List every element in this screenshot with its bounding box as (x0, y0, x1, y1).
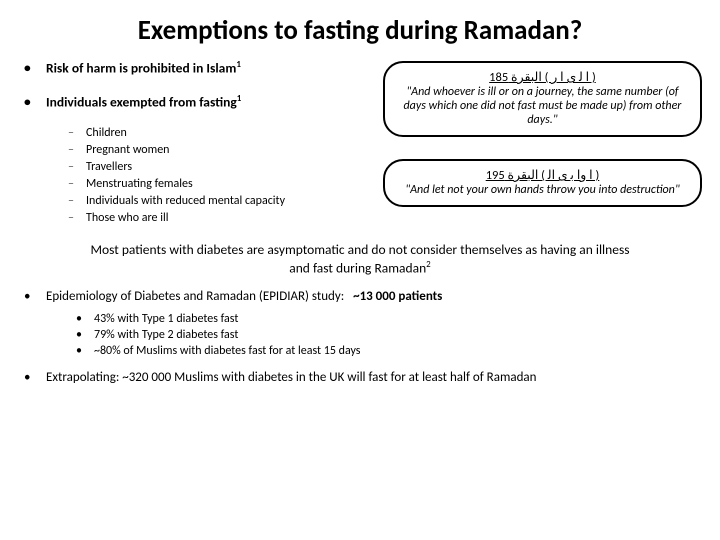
dash-icon: – (68, 143, 86, 157)
quote-box-1: ( ا ﻟ ى ا ر ) اﻟﺒﻘﺮة 185 "And whoever is… (383, 61, 702, 137)
bullet-exempt: • Individuals exempted from fasting1 (24, 93, 375, 111)
bullet-dot: • (24, 289, 46, 304)
arabic-citation-2: ( ا وا ﺑ ى اﻟ ) اﻟﺒﻘﺮة 195 (395, 167, 690, 183)
dash-icon: – (68, 160, 86, 174)
dash-icon: – (68, 177, 86, 191)
list-item: –Children (68, 126, 375, 140)
extrapolate-bullet: • Extrapolating: ~320 000 Muslims with d… (24, 370, 696, 385)
bullet-exempt-text: Individuals exempted from fasting1 (46, 93, 241, 111)
bullet-dot: • (76, 344, 94, 358)
dash-icon: – (68, 194, 86, 208)
dash-icon: – (68, 211, 86, 225)
statement-block: Most patients with diabetes are asymptom… (0, 228, 720, 289)
quote-box-2: ( ا وا ﺑ ى اﻟ ) اﻟﺒﻘﺮة 195 "And let not … (383, 159, 702, 207)
bullet-risk-text: Risk of harm is prohibited in Islam1 (46, 59, 241, 77)
bullet-dot: • (76, 328, 94, 342)
quote-text-2: "And let not your own hands throw you in… (395, 183, 690, 197)
list-item: –Travellers (68, 160, 375, 174)
list-item: –Those who are ill (68, 211, 375, 225)
dash-icon: – (68, 126, 86, 140)
exempt-sublist: –Children –Pregnant women –Travellers –M… (68, 126, 375, 225)
list-item: •79% with Type 2 diabetes fast (76, 328, 696, 342)
bullet-dot: • (24, 59, 46, 77)
slide-title: Exemptions to fasting during Ramadan? (0, 0, 720, 59)
epidiar-bullet: • Epidemiology of Diabetes and Ramadan (… (24, 289, 696, 304)
epidiar-facts: •43% with Type 1 diabetes fast •79% with… (76, 312, 696, 358)
list-item: •~80% of Muslims with diabetes fast for … (76, 344, 696, 358)
bullet-dot: • (24, 93, 46, 111)
quote-text-1: "And whoever is ill or on a journey, the… (395, 85, 690, 127)
list-item: –Pregnant women (68, 143, 375, 157)
list-item: –Individuals with reduced mental capacit… (68, 194, 375, 208)
list-item: •43% with Type 1 diabetes fast (76, 312, 696, 326)
list-item: –Menstruating females (68, 177, 375, 191)
bullet-risk: • Risk of harm is prohibited in Islam1 (24, 59, 375, 77)
bullet-dot: • (76, 312, 94, 326)
arabic-citation-1: ( ا ﻟ ى ا ر ) اﻟﺒﻘﺮة 185 (395, 69, 690, 85)
epidiar-text: Epidemiology of Diabetes and Ramadan (EP… (46, 289, 442, 304)
right-column: ( ا ﻟ ى ا ر ) اﻟﺒﻘﺮة 185 "And whoever is… (383, 59, 702, 228)
left-column: • Risk of harm is prohibited in Islam1 •… (24, 59, 383, 228)
bullet-dot: • (24, 370, 46, 385)
upper-columns: • Risk of harm is prohibited in Islam1 •… (0, 59, 720, 228)
extrapolate-text: Extrapolating: ~320 000 Muslims with dia… (46, 370, 536, 385)
lower-block: • Epidemiology of Diabetes and Ramadan (… (0, 289, 720, 385)
